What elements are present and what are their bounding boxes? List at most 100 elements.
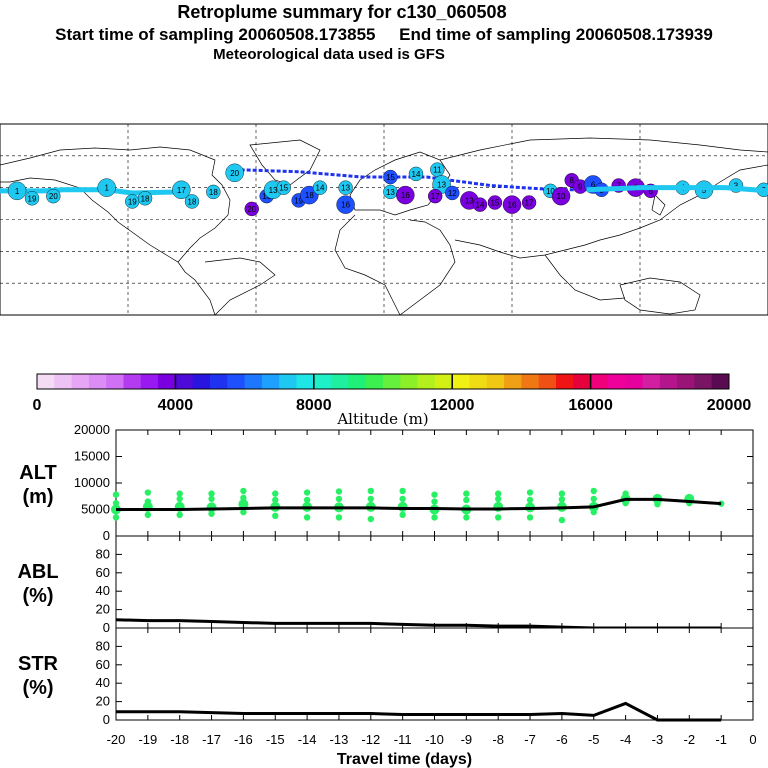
cluster-label: 19 xyxy=(128,197,137,206)
cluster-label: 20 xyxy=(49,192,58,201)
colorbar-swatch xyxy=(313,374,332,389)
alt-scatter-point xyxy=(303,496,311,504)
colorbar-swatch xyxy=(158,374,176,389)
panel-unit: (%) xyxy=(22,677,53,699)
cluster-marker xyxy=(408,166,424,182)
plume-cluster: 16 xyxy=(502,195,522,214)
alt-scatter-point xyxy=(272,512,279,520)
alt-scatter-point xyxy=(335,488,343,495)
colorbar-swatch xyxy=(348,374,367,389)
chart-title: Retroplume summary for c130_060508 xyxy=(177,2,507,22)
plume-cluster: 13 xyxy=(383,184,398,200)
plume-cluster: 18 xyxy=(184,194,200,209)
y-tick-label: 0 xyxy=(103,712,110,727)
cluster-label: 13 xyxy=(341,184,350,193)
panel-unit: (m) xyxy=(22,486,53,508)
alt-scatter-point xyxy=(144,511,152,518)
alt-scatter-point xyxy=(399,495,406,503)
series-line-alt xyxy=(116,497,722,511)
x-tick-label: -5 xyxy=(588,732,600,747)
alt-scatter-point xyxy=(240,487,247,495)
map-grid xyxy=(0,124,768,315)
x-tick-label: -6 xyxy=(556,732,568,747)
alt-scatter-point xyxy=(335,495,343,503)
cluster-label: 17 xyxy=(431,192,440,201)
cluster-marker xyxy=(137,191,153,206)
plume-cluster: 14 xyxy=(312,180,328,195)
met-data-label: Meteorological data used is GFS xyxy=(213,46,445,63)
time-series-panels: 20000150001000050000ALT(m)806040200ABL(%… xyxy=(17,422,756,768)
plume-cluster: 19 xyxy=(24,191,40,206)
colorbar-swatch xyxy=(677,374,695,389)
x-tick-label: -20 xyxy=(107,732,126,747)
panel-frame xyxy=(115,535,754,629)
colorbar-swatch xyxy=(227,374,246,389)
y-tick-label: 10000 xyxy=(74,475,110,490)
colorbar-swatch xyxy=(279,374,297,389)
alt-scatter-point xyxy=(526,514,534,521)
cluster-label: 13 xyxy=(465,196,474,205)
plume-cluster: 15 xyxy=(276,180,291,195)
colorbar-swatch xyxy=(261,374,280,389)
panel-label: ABL xyxy=(17,561,58,583)
cluster-label: 18 xyxy=(188,197,197,206)
colorbar-swatch xyxy=(210,374,228,389)
cluster-label: 14 xyxy=(476,201,485,210)
alt-scatter-point xyxy=(431,498,438,505)
cluster-marker xyxy=(97,178,116,197)
cluster-label: 11 xyxy=(433,166,442,175)
y-tick-label: 20 xyxy=(96,694,110,709)
end-time-label: End time of sampling 20060508.173939 xyxy=(399,25,713,44)
colorbar-swatch xyxy=(365,374,384,389)
cluster-label: 14 xyxy=(316,184,325,193)
panel-alt: 20000 15000 10000 5000 0 ALT(m) xyxy=(19,422,754,543)
plume-cluster: 16 xyxy=(396,185,415,205)
colorbar-swatch xyxy=(504,374,522,389)
plume-cluster: 18 xyxy=(137,191,153,206)
sampling-times: Start time of sampling 20060508.173855 E… xyxy=(0,25,768,45)
colorbar-swatch xyxy=(434,374,453,389)
plume-cluster: 11 xyxy=(430,162,445,177)
cluster-marker xyxy=(383,169,398,185)
alt-scatter-point xyxy=(367,487,374,495)
colorbar-swatch xyxy=(296,374,315,389)
x-tick-label: 0 xyxy=(749,732,756,747)
alt-scatter-point xyxy=(431,491,438,498)
alt-scatter-point xyxy=(335,514,343,521)
panel-str: 80 60 40 20 0 STR(%) xyxy=(18,627,754,727)
colorbar-swatch xyxy=(642,374,661,389)
colorbar-swatch xyxy=(383,374,401,389)
colorbar-swatch xyxy=(469,374,488,389)
colorbar-swatch xyxy=(175,374,194,389)
y-tick-label: 40 xyxy=(96,675,110,690)
plume-cluster: 1 xyxy=(97,178,116,197)
altitude-colorbar: 0 4000 8000 12000 16000 20000 Altitude (m) xyxy=(33,373,751,428)
colorbar-swatch xyxy=(538,374,557,389)
cluster-label: 18 xyxy=(305,191,314,200)
cluster-label: 20 xyxy=(247,205,256,214)
x-tick-label: -17 xyxy=(202,732,221,747)
plume-cluster: 15 xyxy=(487,195,503,210)
colorbar-swatch xyxy=(54,374,73,389)
cluster-marker xyxy=(24,191,40,206)
alt-scatter-point xyxy=(206,502,217,513)
panel-unit: (%) xyxy=(22,585,53,607)
alt-scatter-point xyxy=(112,514,120,521)
x-tick-label: -15 xyxy=(266,732,285,747)
alt-scatter-point xyxy=(176,511,183,518)
y-tick-label: 20 xyxy=(96,602,110,617)
alt-scatter-point xyxy=(495,514,502,521)
cluster-marker xyxy=(428,188,443,204)
cluster-marker xyxy=(244,201,259,217)
alt-scatter-point xyxy=(367,515,374,523)
alt-scatter-point xyxy=(208,490,215,497)
y-tick-label: 0 xyxy=(103,528,110,543)
alt-scatter-point xyxy=(526,489,534,496)
colorbar-swatch xyxy=(607,374,626,389)
cluster-marker xyxy=(312,180,328,195)
x-tick-label: -16 xyxy=(234,732,253,747)
alt-scatter-point xyxy=(176,490,183,497)
cluster-label: 12 xyxy=(448,189,457,198)
alt-scatter-point xyxy=(112,491,120,498)
